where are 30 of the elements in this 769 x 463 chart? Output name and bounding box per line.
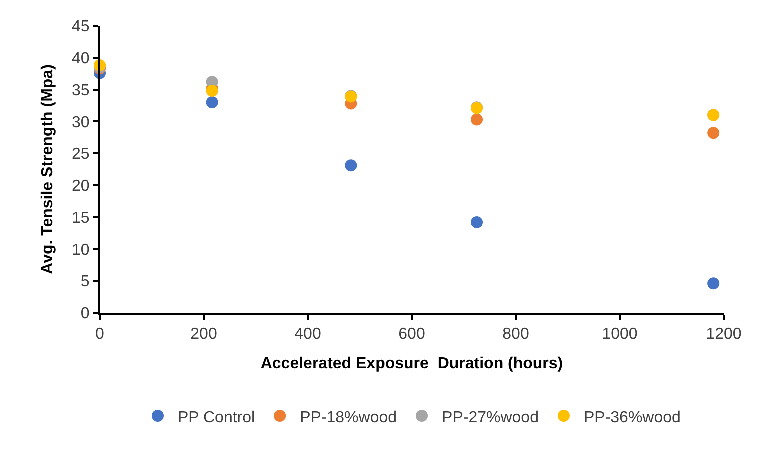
y-tick-label: 25 [72, 146, 90, 164]
x-tick-label: 0 [96, 326, 105, 344]
point [345, 160, 358, 172]
legend-label: PP-18%wood [300, 409, 398, 426]
x-tick-label: 400 [294, 326, 322, 344]
y-tick-label: 20 [72, 178, 90, 196]
y-tick-label: 5 [80, 274, 90, 291]
y-tick-label: 30 [72, 114, 90, 132]
x-tick-label: 800 [502, 326, 530, 344]
y-tick-label: 0 [80, 306, 90, 323]
y-axis-title: Avg. Tensile Strength (Mpa) [39, 64, 56, 274]
y-tick-label: 40 [72, 50, 90, 68]
point [708, 278, 720, 290]
x-tick-label: 1000 [602, 326, 638, 344]
point [708, 127, 720, 140]
x-tick-label: 600 [398, 326, 426, 344]
point [206, 96, 218, 109]
x-axis-title: Accelerated Exposure Duration (hours) [260, 355, 564, 372]
point [471, 114, 483, 126]
point [206, 85, 218, 98]
point [471, 216, 483, 228]
y-tick-label: 45 [72, 18, 90, 36]
y-tick-label: 10 [72, 242, 90, 259]
legend-label: PP-36%wood [584, 409, 681, 426]
y-tick-label: 35 [72, 82, 90, 100]
y-tick-label: 15 [72, 210, 90, 227]
x-tick-label: 1200 [706, 326, 742, 344]
legend-label: PP-27%wood [442, 409, 539, 426]
x-tick-label: 200 [190, 326, 218, 344]
legend-label: PP Control [178, 409, 256, 426]
